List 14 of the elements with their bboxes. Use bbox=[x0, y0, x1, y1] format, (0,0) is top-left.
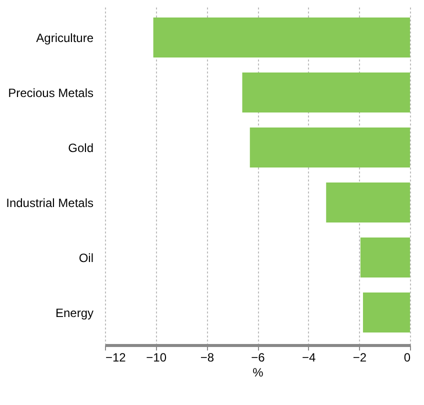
x-axis-title: % bbox=[252, 366, 264, 380]
y-tick-label: Agriculture bbox=[36, 31, 94, 45]
x-tick-label: −8 bbox=[200, 350, 214, 364]
x-tick-label: −4 bbox=[302, 350, 316, 364]
x-tick-label: −10 bbox=[146, 350, 167, 364]
x-tick-label: −2 bbox=[352, 350, 367, 364]
y-tick-label: Precious Metals bbox=[8, 86, 94, 100]
y-tick-label: Gold bbox=[68, 141, 94, 155]
y-tick-label: Energy bbox=[55, 306, 94, 320]
x-tick-label: 0 bbox=[404, 350, 411, 364]
x-tick-label: −12 bbox=[106, 350, 126, 364]
x-tick-label: −6 bbox=[251, 350, 266, 364]
y-tick-label: Oil bbox=[78, 251, 94, 265]
y-tick-label: Industrial Metals bbox=[6, 196, 94, 210]
